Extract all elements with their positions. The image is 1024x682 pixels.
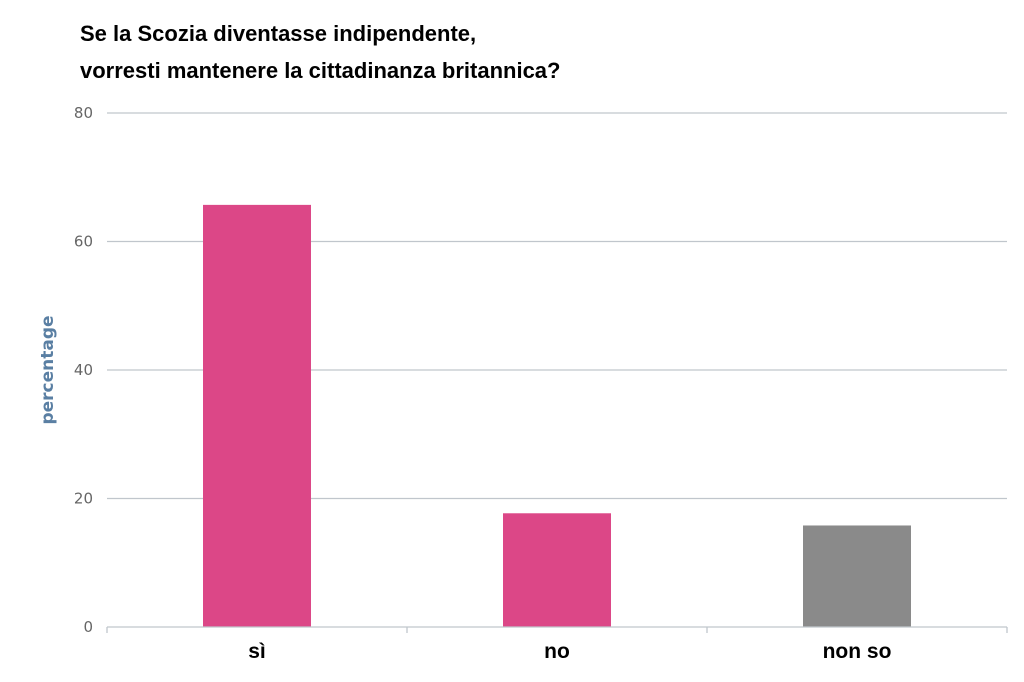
x-tick-label: no bbox=[544, 640, 570, 663]
bar bbox=[803, 525, 911, 627]
chart-title-line-2: vorresti mantenere la cittadinanza brita… bbox=[80, 58, 560, 83]
y-tick-labels: 0 20 40 60 80 bbox=[74, 104, 93, 636]
x-tick-label: sì bbox=[248, 640, 266, 663]
y-tick-label: 20 bbox=[74, 490, 93, 508]
x-tick-label: non so bbox=[823, 640, 892, 663]
chart-title-line-1: Se la Scozia diventasse indipendente, bbox=[80, 21, 476, 46]
y-tick-label: 60 bbox=[74, 233, 93, 251]
y-tick-label: 80 bbox=[74, 104, 93, 122]
x-tick-labels: sì no non so bbox=[248, 640, 891, 663]
y-tick-label: 0 bbox=[83, 618, 93, 636]
chart-title: Se la Scozia diventasse indipendente, vo… bbox=[80, 21, 560, 83]
bars bbox=[203, 204, 911, 627]
y-tick-label: 40 bbox=[74, 361, 93, 379]
x-axis bbox=[106, 626, 1008, 633]
bar bbox=[203, 204, 311, 627]
bar bbox=[503, 513, 611, 627]
y-axis-label: percentage bbox=[38, 315, 58, 424]
